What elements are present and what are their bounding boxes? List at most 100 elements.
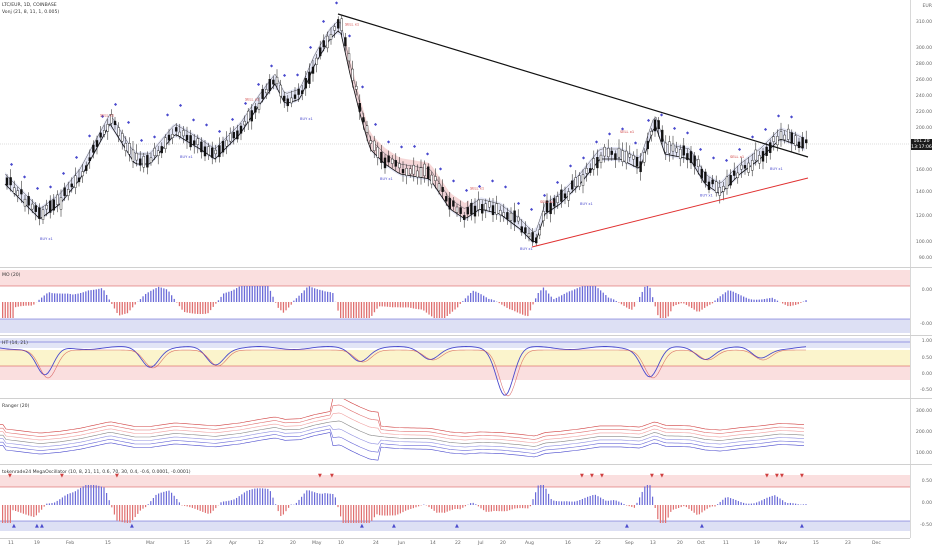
mo-bar	[493, 300, 494, 302]
mo-bar	[62, 294, 63, 302]
mega-bar	[597, 496, 598, 505]
mega-bar	[545, 489, 546, 505]
mega-bar	[77, 489, 78, 505]
mega-bar	[441, 505, 442, 513]
mega-bar	[114, 505, 115, 515]
candle-body	[532, 232, 534, 241]
mega-bar	[678, 505, 679, 508]
time-tick: Apr	[229, 541, 237, 546]
candle-body	[611, 151, 613, 155]
mo-bar	[296, 298, 297, 302]
mega-bar	[119, 505, 120, 521]
mega-bar	[379, 505, 380, 515]
mega-bar	[657, 505, 658, 519]
candle-body	[139, 159, 141, 166]
mo-bar	[733, 292, 734, 302]
ht-tick: 0.50	[922, 356, 932, 361]
mega-bar	[98, 486, 99, 505]
mo-chart[interactable]	[0, 268, 910, 335]
candle-body	[107, 124, 109, 131]
mega-bar	[727, 497, 728, 505]
mega-bar	[132, 505, 133, 520]
mo-bar	[610, 298, 611, 302]
candle-body	[704, 172, 706, 183]
mo-bar	[116, 302, 117, 313]
mega-buy-marker: ▲	[35, 523, 39, 529]
candle-body	[604, 147, 606, 156]
mo-bar	[129, 302, 130, 310]
main-price-pane[interactable]: ◆◆◆◆◆◆◆◆◆◆◆◆◆◆◆◆◆◆◆◆◆◆◆◆◆◆◆◆◆◆◆◆◆◆◆◆◆◆◆◆…	[0, 0, 910, 267]
mo-bar	[348, 302, 349, 318]
candle-body	[344, 38, 346, 46]
mega-bar	[228, 501, 229, 505]
mo-bar	[205, 302, 206, 314]
mega-bar	[465, 505, 466, 506]
mega-bar	[85, 485, 86, 505]
mo-bar	[46, 293, 47, 302]
mega-bar	[478, 505, 479, 506]
signal-marker: ◆	[530, 206, 534, 211]
mo-bar	[356, 302, 357, 318]
mo-bar	[683, 302, 684, 303]
mo-bar	[532, 302, 533, 304]
candle-body	[575, 178, 577, 187]
ranger-chart[interactable]	[0, 399, 910, 464]
candle-body	[211, 148, 213, 158]
mega-oscillator-pane[interactable]: ▼▼▼▼▼▼▼▼▼▼▼▼▼▼▲▲▲▲▲▲▲▲▲▲ tokenrade24 Meg…	[0, 465, 910, 538]
ht-chart[interactable]	[0, 336, 910, 398]
mo-bar	[44, 295, 45, 302]
mo-bar	[787, 302, 788, 306]
candle-body	[179, 132, 181, 136]
mega-oscillator-chart[interactable]: ▼▼▼▼▼▼▼▼▼▼▼▼▼▼▲▲▲▲▲▲▲▲▲▲	[0, 465, 910, 538]
mega-bar	[629, 505, 630, 506]
mega-bar	[324, 493, 325, 505]
candle-body	[118, 127, 120, 135]
candle-body	[755, 150, 757, 160]
mega-bar	[639, 497, 640, 505]
mo-bar	[564, 294, 565, 302]
candle-body	[607, 148, 609, 157]
price-tick: 90.00	[919, 256, 932, 261]
mo-bar	[631, 302, 632, 310]
mo-bar	[753, 300, 754, 302]
mega-bar	[155, 495, 156, 505]
candle-body	[780, 131, 782, 139]
mega-bar	[103, 487, 104, 505]
mega-bar	[189, 505, 190, 507]
mega-bar	[803, 504, 804, 505]
signal-marker: ◆	[140, 137, 144, 142]
mo-pane[interactable]: MO (20)	[0, 268, 910, 335]
mo-bar	[171, 295, 172, 302]
ranger-pane[interactable]: Ranger (20)	[0, 399, 910, 464]
mo-bar	[111, 302, 112, 304]
mo-bar	[746, 298, 747, 302]
mega-bar	[462, 505, 463, 508]
candle-body	[28, 196, 30, 205]
mo-bar	[285, 302, 286, 310]
mega-bar	[730, 498, 731, 505]
candle-body	[420, 168, 422, 177]
mega-bar	[538, 485, 539, 505]
mo-bar	[317, 289, 318, 302]
signal-marker: ◆	[88, 133, 92, 138]
mega-bar	[405, 505, 406, 511]
mo-bar	[480, 294, 481, 302]
candle-body	[496, 204, 498, 215]
mega-bar	[161, 493, 162, 505]
ht-pane[interactable]: HT (14, 21)	[0, 336, 910, 398]
mega-bar	[148, 504, 149, 505]
candle-body	[521, 227, 523, 233]
price-axis[interactable]: EUR 310.00 300.00 280.00 260.00 240.00 2…	[910, 0, 932, 267]
candle-body	[600, 155, 602, 163]
mo-bar	[530, 302, 531, 310]
mo-bar	[77, 294, 78, 302]
candle-body	[161, 146, 163, 153]
mega-bar	[171, 493, 172, 505]
mega-bar	[239, 496, 240, 505]
candle-body	[456, 207, 458, 212]
price-chart[interactable]: ◆◆◆◆◆◆◆◆◆◆◆◆◆◆◆◆◆◆◆◆◆◆◆◆◆◆◆◆◆◆◆◆◆◆◆◆◆◆◆◆…	[0, 0, 910, 267]
candle-body	[222, 141, 224, 152]
mega-bar	[278, 505, 279, 511]
mega-bar	[371, 505, 372, 521]
